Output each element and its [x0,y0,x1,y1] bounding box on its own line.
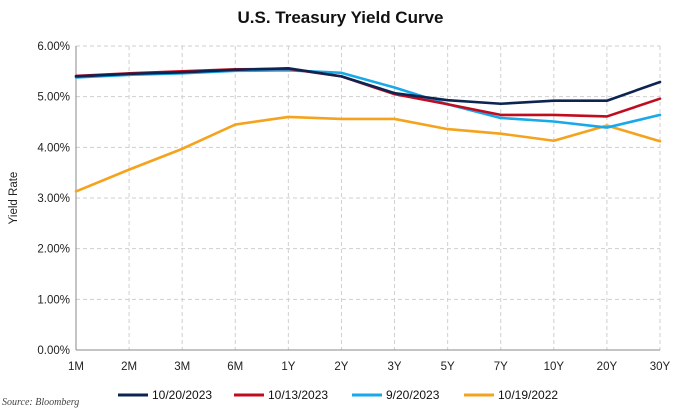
y-tick-label: 6.00% [37,41,70,53]
source-note: Source: Bloomberg [2,397,80,408]
x-tick-label: 10Y [544,361,565,373]
y-tick-label: 0.00% [37,345,70,357]
legend-label: 10/13/2023 [268,388,328,402]
legend-label: 9/20/2023 [386,388,440,402]
x-tick-label: 2Y [334,361,348,373]
x-tick-label: 1Y [281,361,295,373]
x-tick-label: 3Y [388,361,402,373]
chart-title: U.S. Treasury Yield Curve [237,8,444,27]
series-lines [74,66,662,193]
legend-label: 10/19/2022 [498,388,558,402]
y-tick-label: 5.00% [37,92,70,104]
x-tick-label: 5Y [441,361,455,373]
legend: 10/20/2023 10/13/2023 9/20/2023 10/19/2022 [118,388,558,402]
series-line-10-19-2022 [74,115,662,193]
y-tick-label: 2.00% [37,244,70,256]
legend-label: 10/20/2023 [152,388,212,402]
x-tick-label: 6M [227,361,243,373]
x-tick-label: 2M [121,361,137,373]
x-tick-label: 20Y [597,361,618,373]
x-tick-label: 1M [68,361,84,373]
y-axis-ticks: 0.00% 1.00% 2.00% 3.00% 4.00% 5.00% 6.00% [37,41,70,357]
y-axis-label: Yield Rate [8,172,20,225]
gridlines [75,45,661,351]
series-line-10-20-2023 [74,66,662,106]
x-tick-label: 7Y [494,361,508,373]
x-tick-label: 30Y [650,361,671,373]
y-tick-label: 3.00% [37,193,70,205]
x-tick-label: 3M [174,361,190,373]
y-tick-label: 1.00% [37,294,70,306]
x-axis-ticks: 1M 2M 3M 6M 1Y 2Y 3Y 5Y 7Y 10Y 20Y 30Y [68,361,671,373]
series-line-10-13-2023 [74,67,662,118]
y-tick-label: 4.00% [37,142,70,154]
